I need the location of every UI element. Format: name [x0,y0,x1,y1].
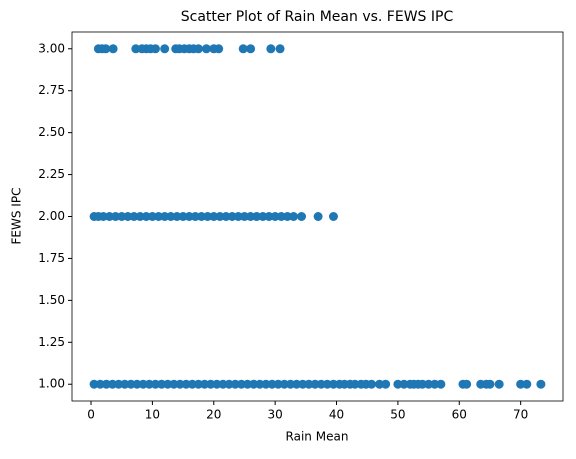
y-tick-label: 2.00 [38,209,65,223]
point [367,379,377,389]
y-tick-label: 2.75 [38,83,65,97]
point [201,44,211,54]
point [275,44,285,54]
point [214,44,224,54]
y-tick-label: 1.75 [38,251,65,265]
y-axis-label: FEWS IPC [10,188,24,245]
point [328,212,338,221]
x-axis-label: Rain Mean [286,430,349,444]
y-tick-label: 2.25 [38,167,65,181]
x-tick-label: 60 [452,408,467,422]
y-tick-label: 1.50 [38,293,65,307]
point [238,44,248,54]
point [485,379,495,389]
point [381,379,391,389]
point [150,44,160,54]
x-tick-label: 40 [329,408,344,422]
point [193,44,203,54]
point [297,212,307,221]
x-tick-label: 50 [390,408,405,422]
point [494,379,504,389]
point [266,44,276,54]
point [246,44,256,54]
point [536,379,546,389]
y-tick-label: 2.50 [38,125,65,139]
point [313,212,323,221]
x-tick-label: 70 [513,408,528,422]
plot-frame [71,31,564,402]
x-tick-label: 20 [206,408,221,422]
point [101,44,111,54]
y-tick-label: 1.25 [38,335,65,349]
point [522,379,532,389]
point [289,212,299,221]
point [462,379,472,389]
point [108,44,118,54]
point [160,44,170,54]
x-tick-label: 10 [145,408,160,422]
y-tick-label: 3.00 [38,41,65,55]
x-tick-label: 30 [268,408,283,422]
y-tick-label: 1.00 [38,377,65,391]
chart-title: Scatter Plot of Rain Mean vs. FEWS IPC [181,9,454,25]
x-tick-label: 0 [87,408,95,422]
point [436,379,446,389]
